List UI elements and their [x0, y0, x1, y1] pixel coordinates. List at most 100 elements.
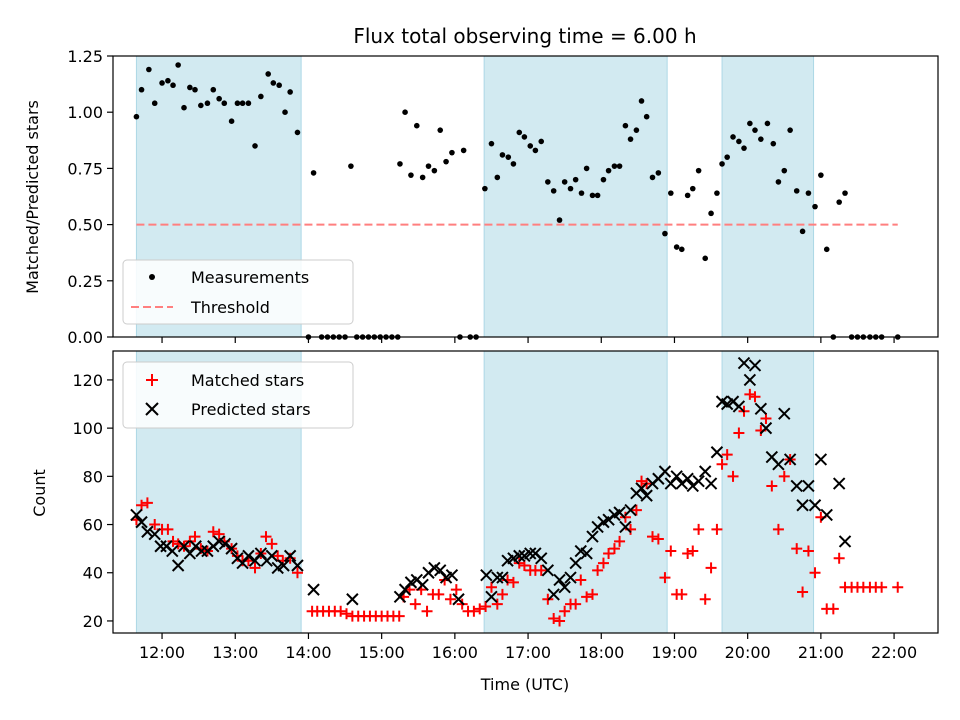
matched-star-point [575, 574, 587, 586]
bottom-y-axis-label: Count [30, 469, 49, 517]
matched-star-point [581, 591, 593, 603]
measurement-point [770, 140, 777, 147]
matched-star-point [827, 603, 839, 615]
matched-star-point [711, 523, 723, 535]
measurement-point [146, 66, 152, 73]
predicted-star-point [564, 571, 577, 584]
predicted-star-point [154, 540, 167, 553]
measurement-point [204, 100, 211, 107]
measurement-point [561, 179, 568, 185]
measurement-point [545, 179, 551, 185]
measurement-point [449, 149, 455, 156]
matched-star-point [809, 567, 821, 579]
x-tick-label: 21:00 [798, 643, 844, 662]
matched-star-point [597, 557, 609, 569]
y-tick-label: 20 [83, 612, 103, 631]
matched-star-point [772, 523, 784, 535]
measurement-point [823, 246, 830, 253]
x-tick-label: 22:00 [871, 643, 917, 662]
predicted-star-point [737, 356, 751, 370]
matched-star-point [630, 504, 642, 516]
matched-star-point [682, 547, 694, 559]
matched-star-point [450, 584, 462, 596]
predicted-star-point [496, 571, 509, 584]
x-tick-label: 15:00 [359, 643, 405, 662]
predicted-star-point [535, 552, 548, 565]
measurement-point [812, 203, 818, 210]
measurement-point [787, 127, 793, 133]
measurement-point [170, 82, 176, 89]
y-tick-label: 1.25 [67, 47, 103, 66]
matched-star-point [760, 412, 772, 424]
y-tick-label: 60 [83, 516, 103, 535]
bottom-y-axis: 20 40 60 80 100 120 [72, 371, 113, 631]
matched-star-point [614, 535, 626, 547]
y-tick-label: 120 [72, 371, 103, 390]
measurement-point [655, 170, 662, 176]
predicted-star-point [480, 568, 493, 582]
bottom-x-axis: 12:00 13:00 14:00 15:00 16:00 17:00 18:00 19:00… [139, 633, 917, 662]
predicted-star-point [195, 544, 208, 558]
matched-star-point [213, 528, 225, 540]
predicted-star-point [670, 470, 683, 483]
matched-star-point [136, 499, 148, 511]
predicted-star-point [393, 590, 407, 604]
matched-star-point [833, 552, 845, 564]
predicted-star-point [547, 588, 560, 601]
x-tick-label: 13:00 [212, 643, 258, 662]
x-tick-label: 19:00 [651, 643, 697, 662]
measurement-point [482, 185, 488, 192]
legend-threshold-label: Threshold [190, 298, 270, 317]
predicted-star-point [699, 465, 712, 478]
matched-star-point [652, 533, 664, 545]
measurement-point [270, 80, 277, 86]
matched-star-point [491, 598, 503, 610]
predicted-star-point [796, 499, 809, 512]
bottom-axes-frame [112, 350, 939, 634]
matched-star-point [518, 560, 530, 572]
measurement-point [550, 188, 557, 194]
predicted-star-point [743, 373, 757, 387]
predicted-star-point [171, 559, 185, 572]
measurement-point [505, 154, 512, 160]
matched-star-point [249, 562, 261, 574]
measurement-point [258, 93, 264, 100]
measurement-point [408, 172, 414, 178]
matched-star-point [421, 605, 433, 617]
measurement-point [165, 77, 171, 84]
measurement-point [245, 100, 252, 107]
predicted-star-point [541, 564, 555, 577]
matched-star-point [291, 567, 303, 579]
legend-measurements-label: Measurements [191, 268, 309, 287]
shaded-interval-2 [483, 350, 668, 634]
top-axes-frame [112, 55, 939, 338]
shaded-interval-2 [483, 55, 668, 338]
measurement-point [488, 140, 495, 147]
matched-star-point [766, 480, 778, 492]
bottom-legend: Matched stars Predicted stars [122, 361, 354, 429]
measurement-point [572, 176, 579, 183]
measurement-point [702, 255, 709, 262]
predicted-star-point [485, 590, 498, 604]
predicted-star-point [802, 479, 815, 493]
measurement-point [752, 127, 758, 133]
measurement-point [397, 161, 403, 167]
y-tick-label: 0.25 [67, 272, 103, 291]
measurement-point [198, 102, 204, 109]
measurement-point [228, 118, 235, 124]
predicted-star-point [452, 593, 465, 606]
matched-star-point [496, 588, 508, 600]
predicted-star-point [814, 453, 828, 466]
matched-star-point [272, 550, 284, 562]
measurement-point [836, 199, 842, 205]
matched-star-point [554, 615, 566, 627]
matched-star-point [189, 531, 201, 543]
measurement-point [216, 95, 222, 102]
measurement-point [799, 228, 806, 235]
matched-star-point [778, 470, 790, 482]
measurement-point [431, 167, 438, 174]
matched-star-point [636, 475, 648, 487]
measurement-point [221, 100, 228, 107]
top-plot-area [133, 62, 901, 340]
